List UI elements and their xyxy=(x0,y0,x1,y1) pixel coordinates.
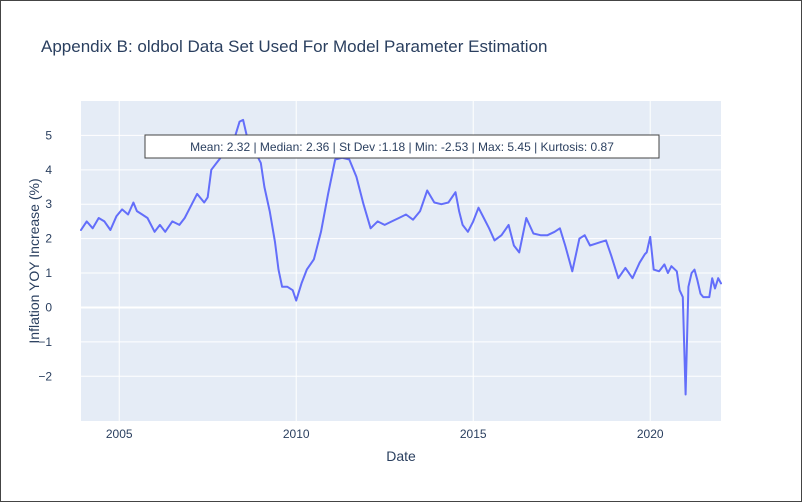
x-axis-title: Date xyxy=(386,448,416,464)
stats-annotation: Mean: 2.32 | Median: 2.36 | St Dev :1.18… xyxy=(144,134,660,159)
x-tick-label: 2010 xyxy=(283,427,310,441)
x-tick-label: 2020 xyxy=(637,427,664,441)
x-tick-label: 2015 xyxy=(460,427,487,441)
y-tick-label: 2 xyxy=(45,232,52,246)
axis-ticks: 2005 2010 2015 2020 −2 −1 0 1 2 3 4 5 xyxy=(38,128,664,441)
y-tick-label: −2 xyxy=(38,369,52,383)
series-layer xyxy=(80,118,722,396)
y-tick-label: 4 xyxy=(45,163,52,177)
y-tick-label: 0 xyxy=(45,300,52,314)
stats-annotation-box xyxy=(144,134,660,159)
y-tick-label: −1 xyxy=(38,335,52,349)
y-tick-label: 3 xyxy=(45,197,52,211)
y-tick-label: 5 xyxy=(45,128,52,142)
x-tick-label: 2005 xyxy=(106,427,133,441)
y-axis-title: Inflation YOY Increase (%) xyxy=(26,178,42,343)
series-line xyxy=(80,118,722,396)
y-tick-label: 1 xyxy=(45,266,52,280)
chart-title: Appendix B: oldbol Data Set Used For Mod… xyxy=(41,37,547,56)
stats-annotation-text: Mean: 2.32 | Median: 2.36 | St Dev :1.18… xyxy=(190,140,614,154)
